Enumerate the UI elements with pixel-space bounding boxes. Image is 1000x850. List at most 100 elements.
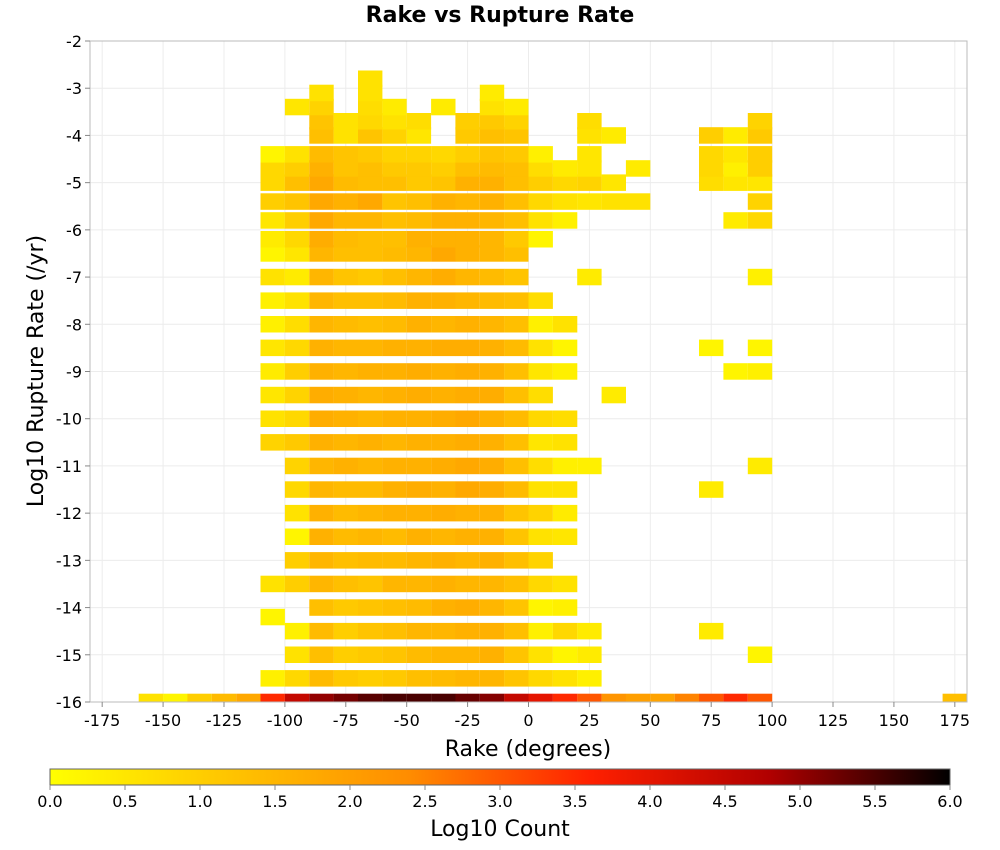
- heatmap-cell: [479, 113, 505, 130]
- heatmap-cell: [504, 316, 529, 333]
- x-tick-label: 125: [818, 711, 849, 730]
- heatmap-cell: [455, 410, 480, 427]
- heatmap-cell: [479, 160, 505, 177]
- heatmap-cell: [699, 174, 724, 191]
- colorbar-tick-label: 2.0: [337, 792, 362, 811]
- heatmap-cell: [431, 386, 456, 404]
- heatmap-cell: [455, 127, 480, 144]
- heatmap-cell: [260, 174, 285, 191]
- heatmap-cell: [284, 160, 310, 177]
- heatmap-cell: [382, 231, 407, 248]
- heatmap-cell: [552, 193, 578, 210]
- heatmap-cell: [552, 575, 578, 593]
- heatmap-cell: [358, 410, 383, 427]
- x-tick-label: -100: [267, 711, 303, 730]
- heatmap-cell: [479, 481, 505, 498]
- heatmap-cell: [504, 481, 529, 498]
- heatmap-cell: [504, 268, 529, 286]
- heatmap-cell: [528, 670, 553, 687]
- heatmap-cell: [309, 212, 334, 229]
- heatmap-cell: [333, 146, 358, 163]
- heatmap-cell: [382, 386, 407, 404]
- heatmap-cell: [333, 316, 358, 333]
- heatmap-cell: [309, 646, 334, 663]
- heatmap-cell: [504, 693, 529, 702]
- heatmap-cell: [431, 268, 456, 286]
- heatmap-cell: [455, 193, 480, 210]
- heatmap-cell: [455, 457, 480, 475]
- heatmap-cell: [382, 339, 407, 357]
- heatmap-cells: [138, 70, 967, 702]
- heatmap-cell: [528, 386, 553, 404]
- heatmap-cell: [333, 231, 358, 248]
- heatmap-cell: [406, 160, 432, 177]
- heatmap-cell: [747, 646, 773, 663]
- heatmap-cell: [333, 113, 358, 130]
- heatmap-cell: [650, 693, 675, 702]
- heatmap-cell: [333, 646, 358, 663]
- heatmap-cell: [260, 316, 285, 333]
- heatmap-cell: [382, 434, 407, 451]
- heatmap-cell: [260, 434, 285, 451]
- heatmap-cell: [284, 245, 310, 262]
- heatmap-cell: [358, 457, 383, 475]
- heatmap-cell: [309, 339, 334, 357]
- heatmap-cell: [358, 528, 383, 545]
- heatmap-cell: [747, 212, 773, 229]
- heatmap-cell: [699, 693, 724, 702]
- heatmap-cell: [284, 339, 310, 357]
- heatmap-cell: [455, 339, 480, 357]
- heatmap-cell: [747, 160, 773, 177]
- heatmap-cell: [455, 434, 480, 451]
- heatmap-cell: [479, 127, 505, 144]
- heatmap-cell: [577, 646, 602, 663]
- heatmap-cell: [309, 528, 334, 545]
- heatmap-cell: [431, 599, 456, 616]
- heatmap-cell: [260, 146, 285, 163]
- heatmap-cell: [479, 174, 505, 191]
- heatmap-cell: [723, 146, 748, 163]
- heatmap-cell: [577, 670, 602, 687]
- heatmap-cell: [455, 174, 480, 191]
- heatmap-cell: [260, 268, 285, 286]
- heatmap-cell: [260, 292, 285, 309]
- heatmap-cell: [552, 670, 578, 687]
- heatmap-cell: [577, 113, 602, 130]
- heatmap-cell: [431, 622, 456, 640]
- heatmap-cell: [528, 575, 553, 593]
- heatmap-cell: [333, 160, 358, 177]
- heatmap-cell: [699, 339, 724, 357]
- heatmap-cell: [601, 127, 626, 144]
- heatmap-cell: [747, 693, 773, 702]
- heatmap-cell: [358, 245, 383, 262]
- heatmap-cell: [601, 386, 626, 404]
- x-tick-label: 100: [757, 711, 788, 730]
- heatmap-cell: [528, 174, 553, 191]
- x-tick-label: -125: [206, 711, 242, 730]
- heatmap-cell: [406, 457, 432, 475]
- y-tick-label: -6: [66, 221, 82, 240]
- heatmap-cell: [309, 98, 334, 116]
- heatmap-cell: [333, 670, 358, 687]
- heatmap-cell: [406, 212, 432, 229]
- heatmap-cell: [358, 113, 383, 130]
- heatmap-cell: [406, 386, 432, 404]
- heatmap-cell: [260, 575, 285, 593]
- heatmap-cell: [431, 212, 456, 229]
- heatmap-cell: [479, 339, 505, 357]
- heatmap-cell: [382, 212, 407, 229]
- heatmap-cell: [382, 410, 407, 427]
- heatmap-cell: [504, 245, 529, 262]
- x-tick-label: -50: [394, 711, 420, 730]
- heatmap-cell: [284, 434, 310, 451]
- heatmap-cell: [504, 193, 529, 210]
- heatmap-cell: [309, 410, 334, 427]
- heatmap-cell: [504, 146, 529, 163]
- heatmap-cell: [138, 693, 164, 702]
- heatmap-cell: [552, 457, 578, 475]
- heatmap-cell: [260, 608, 285, 626]
- x-tick-label: 50: [640, 711, 660, 730]
- heatmap-cell: [406, 693, 432, 702]
- heatmap-cell: [406, 528, 432, 545]
